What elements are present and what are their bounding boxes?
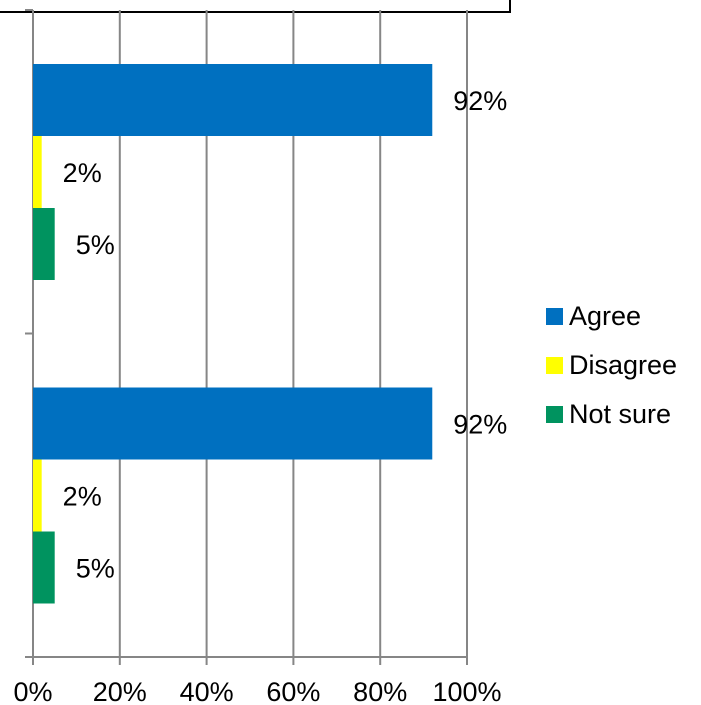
legend: Agree Disagree Not sure (546, 292, 677, 439)
x-tick-label: 40% (180, 677, 234, 705)
legend-swatch-disagree (546, 357, 563, 374)
data-label-disagree: 2% (63, 158, 102, 188)
x-tick-label: 0% (13, 677, 52, 705)
legend-swatch-not-sure (546, 406, 563, 423)
bar-agree (33, 387, 433, 460)
legend-item-not-sure: Not sure (546, 390, 677, 439)
legend-swatch-agree (546, 308, 563, 325)
x-tick-label: 60% (266, 677, 320, 705)
x-tick-label: 20% (93, 677, 147, 705)
x-tick-label: 80% (353, 677, 407, 705)
x-tick-label: 100% (432, 677, 501, 705)
legend-label-not-sure: Not sure (569, 399, 672, 429)
legend-item-agree: Agree (546, 292, 677, 341)
bar-disagree (33, 459, 42, 532)
legend-label-disagree: Disagree (569, 350, 678, 380)
legend-label-agree: Agree (569, 301, 642, 331)
data-label-not-sure: 5% (76, 230, 115, 260)
bar-not-sure (33, 531, 55, 604)
data-label-disagree: 2% (63, 482, 102, 512)
legend-item-disagree: Disagree (546, 341, 677, 390)
bar-not-sure (33, 208, 55, 280)
bar-disagree (33, 136, 42, 208)
data-label-agree: 92% (453, 410, 507, 440)
chart-frame-edge (0, 0, 511, 13)
data-label-agree: 92% (453, 86, 507, 116)
bar-agree (33, 64, 433, 136)
data-label-not-sure: 5% (76, 554, 115, 584)
